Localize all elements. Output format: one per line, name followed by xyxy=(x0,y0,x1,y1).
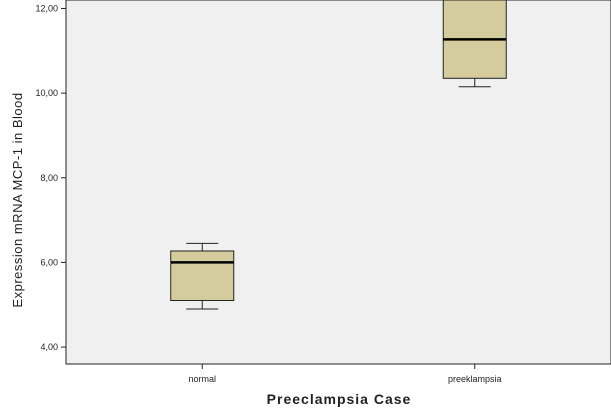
y-tick-label: 4,00 xyxy=(40,342,58,352)
y-tick-label: 6,00 xyxy=(40,257,58,267)
y-tick-label: 10,00 xyxy=(35,88,58,98)
box-normal xyxy=(170,242,235,310)
y-axis-title: Expression mRNA MCP-1 in Blood xyxy=(10,92,25,307)
x-tick-label: preeklampsia xyxy=(448,374,502,384)
y-axis: 4,00 6,00 8,00 10,00 12,00 xyxy=(35,3,66,352)
x-axis-title: Preeclampsia Case xyxy=(267,391,412,407)
x-tick-label: normal xyxy=(188,374,216,384)
y-tick-label: 8,00 xyxy=(40,173,58,183)
x-axis: normal preeklampsia xyxy=(188,364,502,384)
box-preeklampsia xyxy=(442,0,507,88)
boxes xyxy=(170,0,507,310)
box-iqr xyxy=(170,250,235,302)
y-tick-label: 12,00 xyxy=(35,3,58,13)
plot-area xyxy=(65,0,611,365)
